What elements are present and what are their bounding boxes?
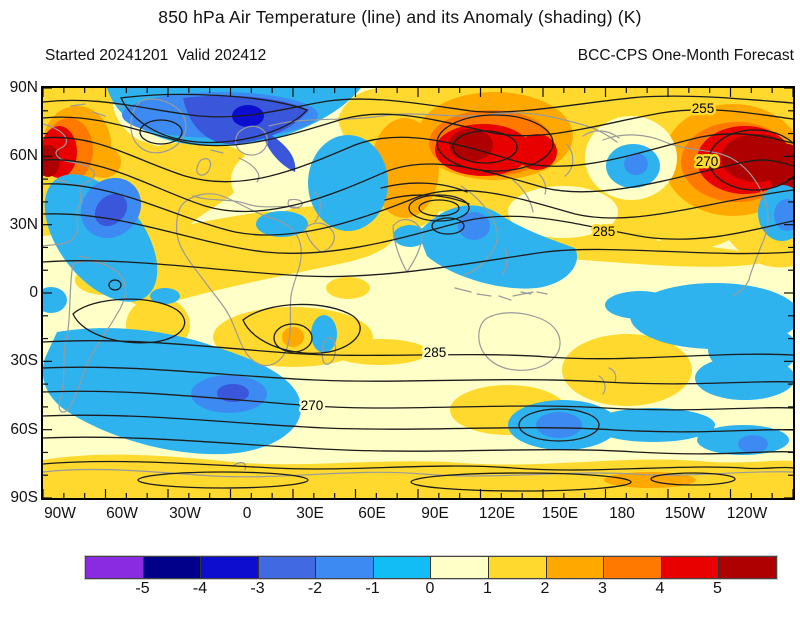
colorbar-tick-label: -1	[365, 580, 380, 597]
colorbar-segment	[431, 557, 490, 578]
contour-label-285-north: 285	[593, 224, 616, 239]
colorbar-tick-label: 1	[483, 580, 492, 597]
colorbar-tick-label: 5	[713, 580, 722, 597]
lat-tick-label: 30N	[9, 216, 38, 233]
lat-tick-label: 60S	[10, 421, 38, 438]
lon-tick-label: 30W	[169, 505, 201, 522]
lon-tick-label: 120W	[726, 505, 768, 522]
colorbar-segment	[316, 557, 374, 578]
lon-tick-label: 180	[609, 505, 635, 522]
colorbar-segment	[201, 557, 259, 578]
anomaly-map: 255 270 285 285 270	[43, 88, 793, 498]
colorbar-tick-label: 4	[655, 580, 665, 597]
map-tick-marks	[43, 88, 793, 498]
lon-tick-label: 30E	[296, 505, 324, 522]
lon-tick-label: 120E	[478, 505, 516, 522]
lon-tick-label: 0	[242, 505, 252, 522]
lon-tick-label: 60W	[106, 505, 138, 522]
lat-tick-label: 0	[29, 284, 38, 301]
colorbar-segment	[143, 557, 202, 578]
temperature-contours	[43, 93, 793, 492]
colorbar-tick-label: -2	[307, 580, 323, 597]
lon-tick-label: 90E	[421, 505, 449, 522]
colorbar-segment	[86, 557, 144, 578]
lon-tick-label: 90W	[44, 505, 76, 522]
colorbar-segment	[489, 557, 547, 578]
colorbar-tick-label: -3	[250, 580, 265, 597]
contour-label-270-south: 270	[301, 398, 324, 413]
contour-label-285-south: 285	[424, 345, 447, 360]
anomaly-colorbar	[85, 556, 777, 579]
lon-tick-label: 150E	[541, 505, 579, 522]
lon-tick-label: 60E	[358, 505, 386, 522]
anomaly-shading-navy	[232, 105, 264, 127]
colorbar-tick-label: 3	[598, 580, 607, 597]
colorbar-tick-label: 0	[425, 580, 435, 597]
model-info: BCC-CPS One-Month Forecast	[577, 47, 794, 64]
colorbar-segment	[719, 557, 776, 578]
colorbar-tick-label: -5	[135, 580, 150, 597]
colorbar-segment	[604, 557, 662, 578]
colorbar-segment	[661, 557, 720, 578]
lat-tick-label: 60N	[9, 147, 38, 164]
colorbar-segment	[258, 557, 317, 578]
colorbar-tick-label: -4	[192, 580, 208, 597]
run-info: Started 20241201 Valid 202412	[45, 47, 267, 64]
contour-label-255: 255	[692, 101, 715, 116]
figure-title: 850 hPa Air Temperature (line) and its A…	[158, 7, 642, 27]
lon-tick-label: 150W	[664, 505, 706, 522]
colorbar-tick-label: 2	[540, 580, 550, 597]
contour-label-270-north: 270	[696, 154, 719, 169]
map-panel: 255 270 285 285 270	[41, 86, 795, 500]
colorbar-segment	[373, 557, 432, 578]
lat-tick-label: 90N	[9, 79, 38, 96]
contour-value-labels: 255 270 285 285 270	[298, 99, 721, 416]
lat-tick-label: 90S	[10, 489, 38, 506]
colorbar-segment	[546, 557, 605, 578]
lat-tick-label: 30S	[10, 352, 38, 369]
